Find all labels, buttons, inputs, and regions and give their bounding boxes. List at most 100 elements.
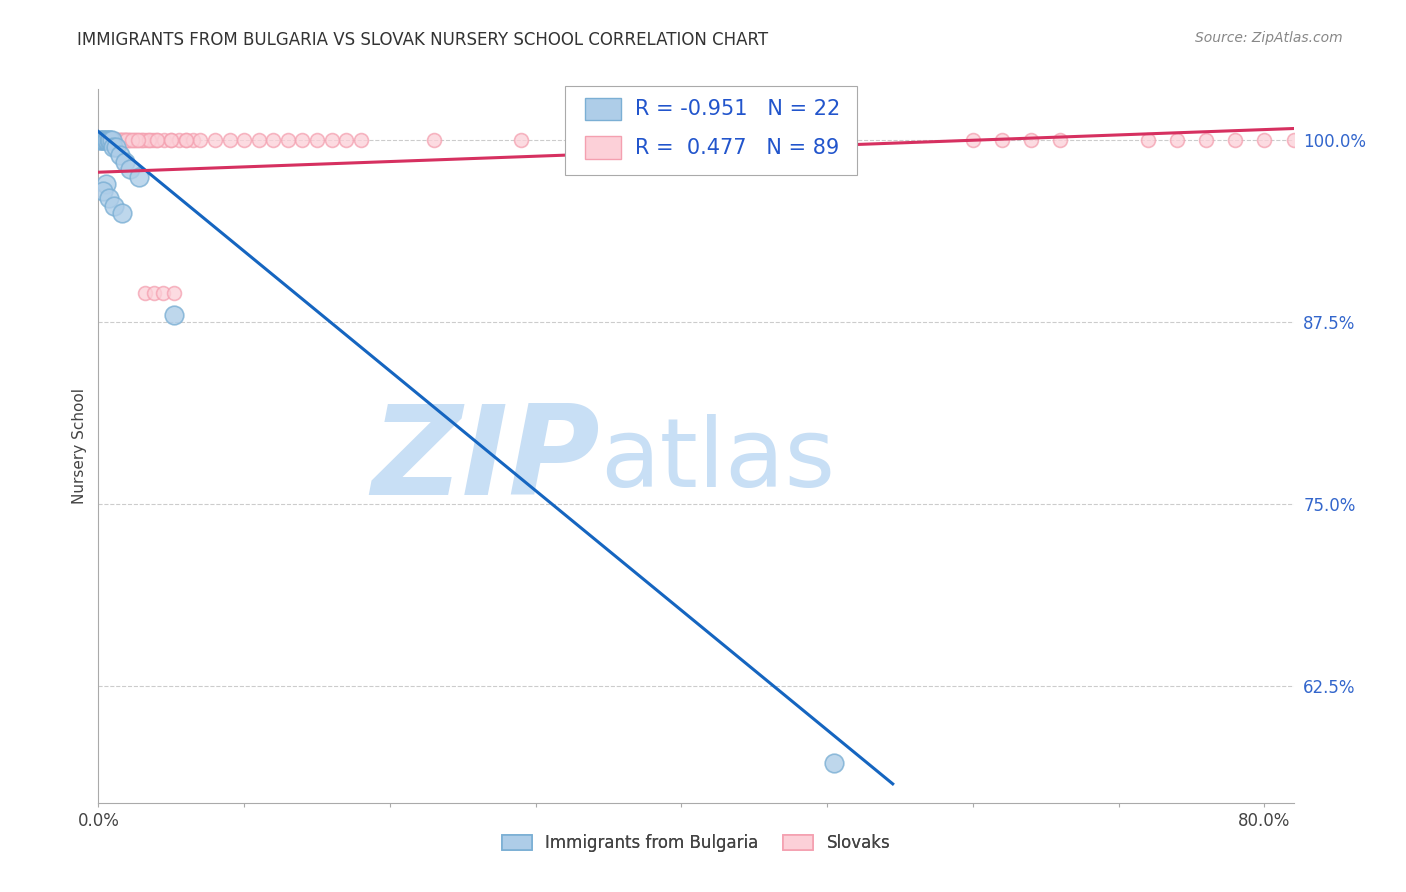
Point bbox=[89, 133, 111, 147]
Point bbox=[153, 133, 176, 147]
Point bbox=[93, 133, 115, 147]
Point bbox=[93, 133, 115, 147]
Point bbox=[1195, 133, 1218, 147]
Point bbox=[91, 133, 114, 147]
Point bbox=[305, 133, 328, 147]
Point bbox=[114, 133, 136, 147]
Point bbox=[115, 133, 138, 147]
Point bbox=[98, 133, 121, 147]
Point bbox=[121, 133, 143, 147]
Text: ZIP: ZIP bbox=[371, 400, 600, 521]
Point bbox=[1136, 133, 1159, 147]
Y-axis label: Nursery School: Nursery School bbox=[72, 388, 87, 504]
Point bbox=[277, 133, 299, 147]
Point bbox=[100, 133, 122, 147]
FancyBboxPatch shape bbox=[565, 86, 858, 175]
Point bbox=[97, 191, 120, 205]
Text: R =  0.477   N = 89: R = 0.477 N = 89 bbox=[636, 137, 839, 158]
Point bbox=[103, 199, 125, 213]
Point bbox=[1019, 133, 1042, 147]
Legend: Immigrants from Bulgaria, Slovaks: Immigrants from Bulgaria, Slovaks bbox=[495, 828, 897, 859]
Point bbox=[111, 206, 134, 220]
Point bbox=[94, 177, 117, 191]
Point bbox=[962, 133, 984, 147]
Bar bbox=[585, 136, 620, 159]
Point bbox=[758, 133, 780, 147]
Point bbox=[101, 140, 124, 154]
Point bbox=[105, 133, 128, 147]
Point bbox=[100, 133, 122, 147]
Point bbox=[174, 133, 197, 147]
Point bbox=[122, 133, 145, 147]
Point bbox=[112, 133, 135, 147]
Point bbox=[89, 133, 111, 147]
Point bbox=[111, 133, 134, 147]
Point bbox=[96, 133, 118, 147]
Point bbox=[97, 133, 120, 147]
Point bbox=[114, 133, 136, 147]
Point bbox=[110, 133, 132, 147]
Text: atlas: atlas bbox=[600, 414, 835, 507]
Point bbox=[118, 133, 141, 147]
Point bbox=[124, 133, 146, 147]
Point bbox=[823, 756, 845, 771]
Point bbox=[218, 133, 240, 147]
Point bbox=[134, 133, 156, 147]
Point bbox=[181, 133, 204, 147]
Point bbox=[90, 133, 112, 147]
Point bbox=[131, 133, 153, 147]
Point bbox=[136, 133, 159, 147]
Bar bbox=[585, 97, 620, 120]
Point bbox=[145, 133, 167, 147]
Point bbox=[787, 133, 810, 147]
Point bbox=[167, 133, 190, 147]
Point bbox=[120, 162, 142, 177]
Point bbox=[1166, 133, 1188, 147]
Point bbox=[163, 286, 186, 301]
Point bbox=[104, 133, 127, 147]
Text: Source: ZipAtlas.com: Source: ZipAtlas.com bbox=[1195, 31, 1343, 45]
Point bbox=[321, 133, 343, 147]
Text: R = -0.951   N = 22: R = -0.951 N = 22 bbox=[636, 99, 841, 119]
Point bbox=[94, 133, 117, 147]
Point bbox=[91, 184, 114, 198]
Point bbox=[160, 133, 183, 147]
Point bbox=[114, 155, 136, 169]
Point bbox=[991, 133, 1014, 147]
Point bbox=[291, 133, 314, 147]
Point bbox=[98, 133, 121, 147]
Point bbox=[104, 140, 127, 154]
Point bbox=[174, 133, 197, 147]
Point bbox=[90, 133, 112, 147]
Point bbox=[163, 308, 186, 322]
Point bbox=[96, 133, 118, 147]
Point bbox=[815, 133, 838, 147]
Point bbox=[127, 133, 149, 147]
Point bbox=[131, 133, 153, 147]
Point bbox=[152, 286, 174, 301]
Point bbox=[1225, 133, 1247, 147]
Point bbox=[233, 133, 256, 147]
Point bbox=[128, 133, 150, 147]
Point bbox=[204, 133, 226, 147]
Point bbox=[1253, 133, 1275, 147]
Point bbox=[728, 133, 751, 147]
Point bbox=[134, 286, 156, 301]
Point bbox=[699, 133, 721, 147]
Point bbox=[120, 133, 142, 147]
Point bbox=[97, 133, 120, 147]
Point bbox=[105, 133, 128, 147]
Point bbox=[1312, 133, 1334, 147]
Point bbox=[138, 133, 160, 147]
Point bbox=[94, 133, 117, 147]
Point bbox=[115, 133, 138, 147]
Point bbox=[262, 133, 284, 147]
Point bbox=[247, 133, 270, 147]
Point bbox=[91, 133, 114, 147]
Point bbox=[110, 133, 132, 147]
Text: IMMIGRANTS FROM BULGARIA VS SLOVAK NURSERY SCHOOL CORRELATION CHART: IMMIGRANTS FROM BULGARIA VS SLOVAK NURSE… bbox=[77, 31, 769, 49]
Point bbox=[111, 133, 134, 147]
Point bbox=[100, 133, 122, 147]
Point bbox=[103, 133, 125, 147]
Point bbox=[190, 133, 212, 147]
